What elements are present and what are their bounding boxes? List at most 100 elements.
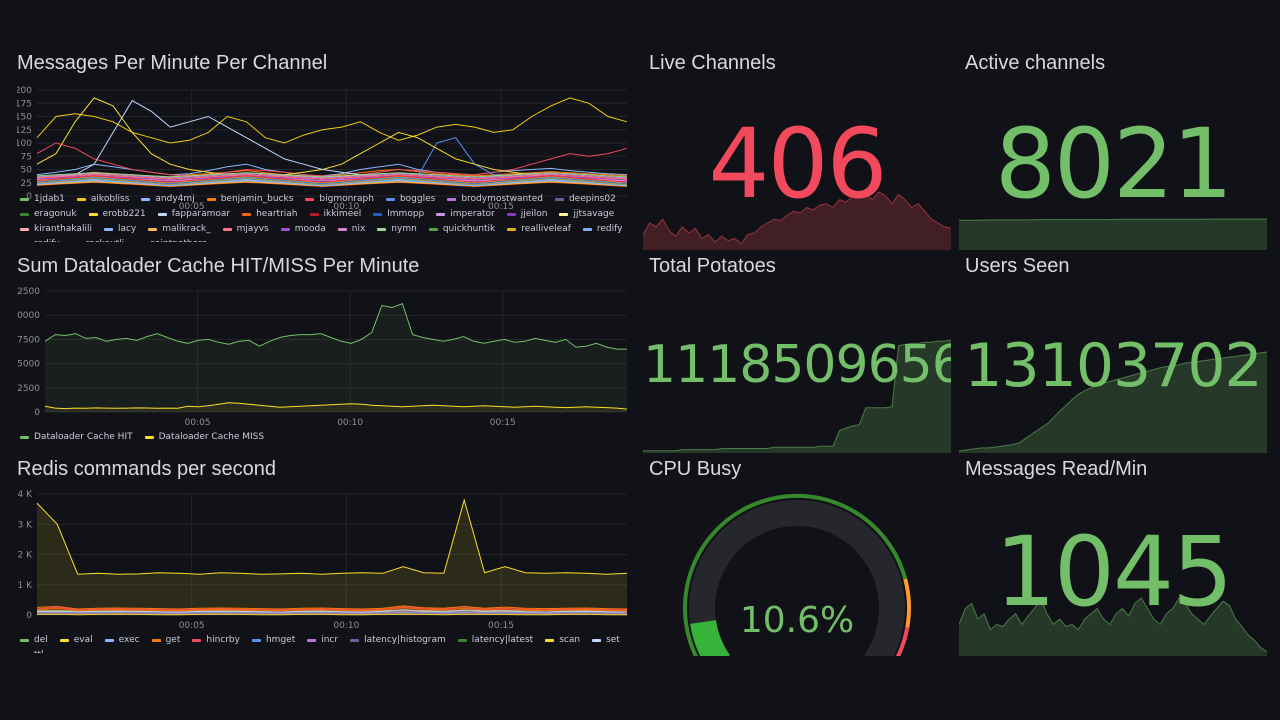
legend-label: benjamin_bucks [220, 194, 294, 204]
legend-label: realliveleaf [521, 224, 571, 234]
legend-item[interactable]: realliveleaf [507, 224, 571, 234]
series-line [36, 179, 628, 187]
series-area [37, 500, 627, 615]
legend-label: lmmopp [387, 209, 425, 219]
series-area [45, 303, 627, 412]
live-channels-value: 406 [708, 108, 887, 220]
series-line [44, 302, 627, 350]
legend-item[interactable]: fapparamoar [157, 209, 231, 219]
y-tick-label: 175 [17, 99, 32, 109]
legend-item[interactable]: bigmonraph [305, 194, 374, 204]
legend-swatch [582, 227, 592, 231]
legend-item[interactable]: boggles [385, 194, 435, 204]
y-tick-label: 0 [34, 408, 40, 418]
panel-title: Live Channels [649, 52, 776, 74]
legend-item[interactable]: nymn [377, 224, 417, 234]
legend-item[interactable]: andy4mj [141, 194, 195, 204]
legend-label: quickhuntik [442, 224, 496, 234]
sparkline-area [959, 598, 1267, 656]
legend-item[interactable]: latency|latest [457, 635, 534, 645]
legend-item[interactable]: Dataloader Cache MISS [144, 432, 264, 442]
legend-item[interactable]: imperator [436, 209, 495, 219]
legend-item[interactable]: 1jdab1 [20, 194, 65, 204]
legend-swatch [20, 435, 29, 439]
legend-item[interactable]: incr [307, 635, 338, 645]
legend-item[interactable]: Dataloader Cache HIT [20, 432, 133, 442]
legend-item[interactable]: brodymostwanted [447, 194, 543, 204]
legend-item[interactable]: eval [59, 635, 93, 645]
legend-item[interactable]: ttl [20, 650, 44, 653]
legend-item[interactable]: mooda [280, 224, 326, 234]
legend-label: fapparamoar [171, 209, 231, 219]
series-line [36, 177, 628, 185]
legend-swatch [206, 197, 216, 201]
legend-item[interactable]: heartriah [242, 209, 298, 219]
x-tick-label: 00:05 [185, 418, 211, 428]
legend-item[interactable]: latency|histogram [350, 635, 446, 645]
series-line [36, 97, 628, 144]
legend-swatch [436, 212, 446, 216]
legend-swatch [20, 212, 29, 216]
legend-item[interactable]: mjayvs [222, 224, 269, 234]
legend-item[interactable]: lmmopp [373, 209, 424, 219]
y-tick-label: 1 K [18, 581, 34, 591]
y-tick-label: 200 [17, 86, 32, 96]
legend-swatch [385, 197, 395, 201]
y-tick-label: 5000 [17, 360, 40, 370]
legend-item[interactable]: del [20, 635, 48, 645]
legend-item[interactable]: ikkimeel [309, 209, 361, 219]
legend-item[interactable]: set [592, 635, 620, 645]
legend-swatch [20, 227, 29, 231]
dataloader-line-chart[interactable]: 12500 10000 7500 5000 2500 0 00:05 00:10 00:15 [17, 287, 629, 432]
legend-item[interactable]: malikrack_ [148, 224, 211, 234]
legend-item[interactable]: get [151, 635, 180, 645]
legend-swatch [305, 197, 315, 201]
panel-cpu-busy: CPU Busy 10.6% [643, 458, 951, 656]
series-line [36, 176, 628, 185]
chart-legend: 1jdab1 aikobliss andy4mj benjamin_bucks bigm… [20, 194, 625, 242]
legend-item[interactable]: scan [545, 635, 580, 645]
panel-live-channels: Live Channels 406 [643, 52, 951, 250]
legend-item[interactable]: aikobliss [76, 194, 129, 204]
messages-read-value: 1045 [994, 516, 1233, 628]
legend-item[interactable]: lacy [103, 224, 136, 234]
legend-item[interactable]: kiranthakalili [20, 224, 92, 234]
legend-item[interactable]: benjamin_bucks [206, 194, 294, 204]
legend-item[interactable]: nix [337, 224, 365, 234]
series-line [44, 402, 628, 410]
x-tick-label: 00:10 [337, 418, 363, 428]
redis-area-chart[interactable]: 4 K 3 K 2 K 1 K 0 00:05 00:10 00:15 [17, 490, 629, 635]
legend-item[interactable]: jjtsavage [559, 209, 614, 219]
y-tick-label: 3 K [18, 520, 34, 530]
legend-label: eval [73, 635, 93, 645]
legend-item[interactable]: exec [104, 635, 140, 645]
y-tick-label: 12500 [17, 287, 40, 297]
legend-item[interactable]: jjeilon [506, 209, 547, 219]
legend-label: latency|latest [471, 635, 534, 645]
legend-label: set [606, 635, 620, 645]
legend-item[interactable]: redify [582, 224, 622, 234]
legend-item[interactable]: deepins02 [554, 194, 616, 204]
cpu-busy-gauge [682, 493, 911, 656]
legend-label: deepins02 [568, 194, 616, 204]
legend-item[interactable]: rockoutli [72, 239, 125, 242]
legend-item[interactable]: saintnothere_ [136, 239, 211, 242]
legend-label: malikrack_ [162, 224, 211, 234]
legend-item[interactable]: quickhuntik [428, 224, 496, 234]
legend-label: imperator [450, 209, 495, 219]
legend-item[interactable]: hmget [251, 635, 295, 645]
panel-messages-read: Messages Read/Min 1045 [959, 458, 1267, 656]
legend-swatch [144, 435, 154, 439]
series-area [45, 402, 627, 412]
legend-item[interactable]: hincrby [192, 635, 240, 645]
messages-line-chart[interactable]: 200 175 150 125 100 75 50 25 0 00:05 00:10 00:15 [17, 86, 629, 216]
legend-item[interactable]: redify [20, 239, 60, 242]
legend-item[interactable]: erobb221 [88, 209, 146, 219]
legend-label: jjtsavage [573, 209, 615, 219]
panel-title: Total Potatoes [649, 255, 776, 277]
series-line [36, 607, 628, 612]
x-tick-label: 00:10 [333, 202, 359, 212]
series-line [36, 609, 628, 613]
legend-item[interactable]: eragonuk [20, 209, 77, 219]
